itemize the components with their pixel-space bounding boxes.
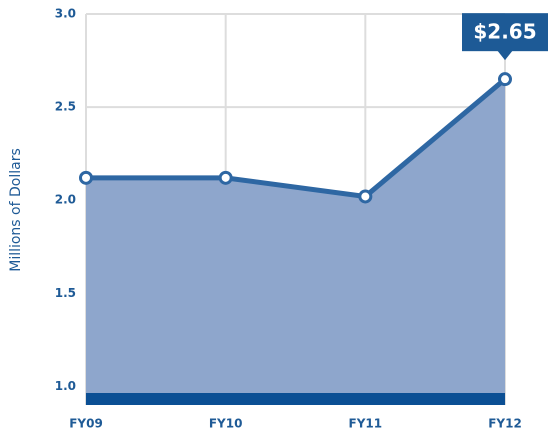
point [358, 189, 373, 204]
value-label: $2.65 [473, 20, 536, 44]
y-axis-label: Millions of Dollars [8, 148, 24, 272]
x-tick-label: FY09 [69, 417, 103, 431]
y-tick-label: 2.5 [55, 100, 76, 114]
x-tick-label: FY10 [209, 417, 243, 431]
baseline-bar [86, 393, 505, 405]
callout: $2.65 [462, 13, 548, 61]
line [86, 77, 507, 200]
callout-pointer [497, 50, 513, 61]
x-tick-label: FY11 [349, 417, 383, 431]
point [498, 72, 512, 87]
point [79, 170, 93, 185]
y-tick-label: 1.0 [55, 379, 76, 393]
y-tick-label: 2.0 [55, 193, 76, 207]
y-tick-label: 3.0 [55, 7, 76, 21]
area [86, 79, 505, 406]
x-tick-label: FY12 [488, 417, 522, 431]
point [218, 170, 233, 185]
callout-box [462, 13, 548, 52]
y-tick-label: 1.5 [55, 286, 76, 300]
